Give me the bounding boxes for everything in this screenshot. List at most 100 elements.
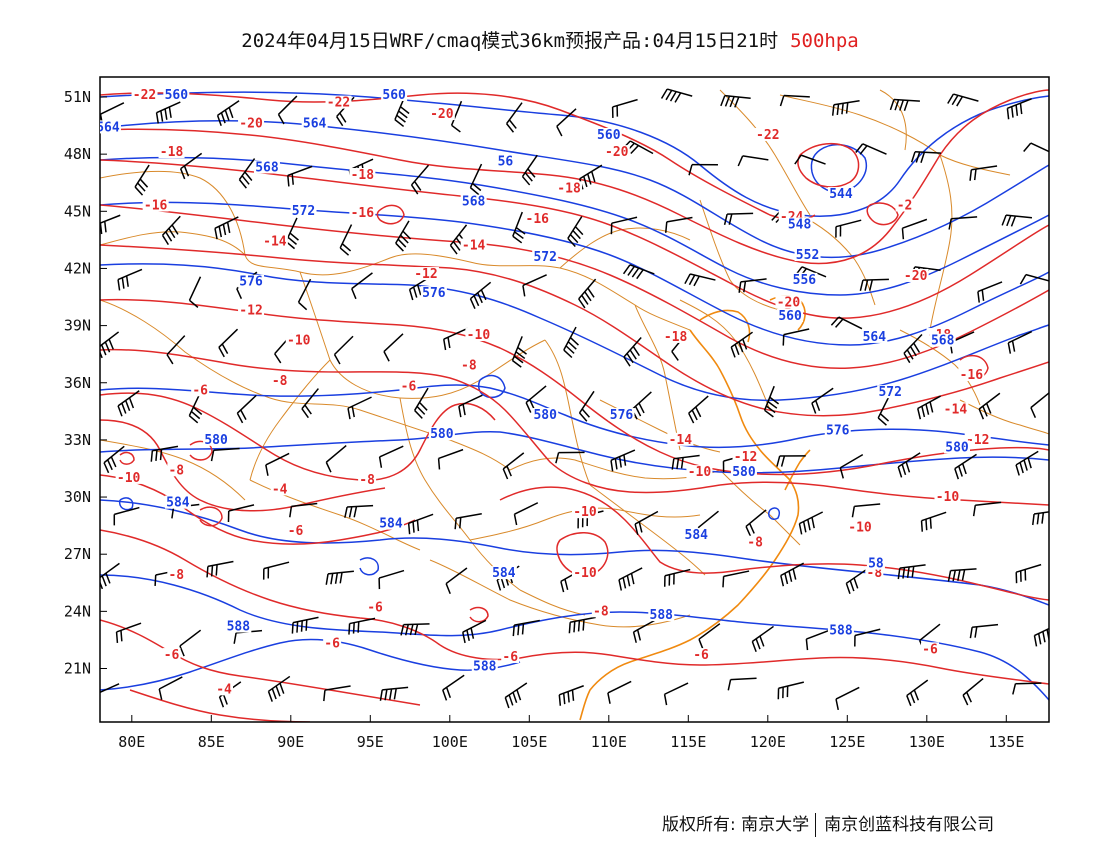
temperature-contour-label: -10 bbox=[848, 520, 872, 535]
wind-barb bbox=[947, 568, 977, 582]
temperature-contour-label-bg bbox=[286, 524, 305, 538]
height-contour-label: 580 bbox=[430, 427, 454, 442]
wind-barb bbox=[780, 562, 805, 587]
height-contour-label: 580 bbox=[533, 408, 557, 423]
temperature-contour-label-bg bbox=[460, 238, 487, 252]
wind-barb bbox=[634, 510, 659, 535]
wind-barb bbox=[100, 683, 120, 694]
wind-barb bbox=[1033, 627, 1049, 647]
height-contour-label-bg bbox=[866, 556, 885, 570]
height-contour-label: 568 bbox=[462, 195, 486, 210]
height-contour-label: 560 bbox=[165, 88, 189, 103]
height-contour-label: 560 bbox=[382, 88, 406, 103]
lon-label: 120E bbox=[750, 733, 786, 751]
height-contour-label: 556 bbox=[793, 273, 817, 288]
wind-barb bbox=[265, 452, 290, 476]
wind-barb bbox=[727, 677, 757, 691]
temperature-contour-label-bg bbox=[325, 95, 352, 109]
temperature-contour-label: -18 bbox=[557, 181, 581, 196]
wind-barb bbox=[556, 108, 577, 137]
wind-barb bbox=[660, 88, 693, 103]
height-contour-label: 588 bbox=[650, 608, 674, 623]
wind-barb bbox=[115, 622, 142, 643]
wind-barb bbox=[610, 216, 638, 235]
temperature-contour-label-bg bbox=[238, 116, 265, 130]
wind-barb bbox=[155, 101, 181, 124]
lon-label: 130E bbox=[909, 733, 945, 751]
wind-barb bbox=[410, 164, 430, 195]
temperature-contour-label-bg bbox=[692, 648, 711, 662]
height-contour-label-bg bbox=[532, 249, 559, 263]
wind-barb bbox=[277, 95, 298, 125]
temperature-contour-label-bg bbox=[366, 600, 385, 614]
wind-barb bbox=[632, 618, 657, 643]
height-contour-label: 564 bbox=[863, 330, 887, 345]
wind-barb bbox=[458, 394, 483, 418]
lon-label: 105E bbox=[511, 733, 547, 751]
height-contour-label: 580 bbox=[204, 433, 228, 448]
wind-barb bbox=[287, 165, 313, 187]
wind-barb bbox=[854, 628, 881, 647]
temperature-contour-label: -12 bbox=[734, 450, 757, 465]
wind-barb bbox=[262, 561, 290, 580]
map-frame bbox=[99, 76, 1050, 723]
wind-barb bbox=[610, 449, 636, 472]
temperature-contour-label: -16 bbox=[351, 206, 375, 221]
temperature-contour-label-bg bbox=[556, 181, 583, 195]
wind-barb bbox=[745, 509, 767, 537]
wind-barb bbox=[511, 336, 527, 368]
lat-label: 24N bbox=[64, 602, 91, 620]
wind-barb bbox=[113, 506, 140, 526]
height-contour-label: 584 bbox=[379, 517, 403, 532]
wind-barb bbox=[1032, 511, 1049, 526]
temperature-contour-label: -6 bbox=[192, 383, 208, 398]
lon-label: 115E bbox=[670, 733, 706, 751]
wind-barb bbox=[267, 675, 291, 702]
height-contour-label-bg bbox=[824, 423, 851, 437]
wind-barb bbox=[972, 501, 1002, 517]
temperature-contour-label: -8 bbox=[867, 566, 883, 581]
lat-label: 45N bbox=[64, 202, 91, 220]
wind-barb bbox=[442, 674, 465, 701]
wind-barb bbox=[179, 152, 203, 180]
temperature-contour-label: -16 bbox=[526, 212, 550, 227]
wind-barb bbox=[555, 451, 585, 464]
lat-label: 42N bbox=[64, 259, 91, 277]
wind-barb bbox=[502, 452, 525, 480]
wind-barb bbox=[671, 454, 700, 470]
wind-barb bbox=[469, 281, 492, 310]
height-contour-label-bg bbox=[490, 566, 517, 580]
temperature-contour-label-bg bbox=[662, 329, 689, 343]
wind-barb bbox=[877, 394, 891, 426]
lat-label: 36N bbox=[64, 374, 91, 392]
lon-label: 95E bbox=[357, 733, 384, 751]
wind-barb bbox=[851, 503, 881, 518]
temperature-contour-label-bg bbox=[142, 198, 169, 212]
wind-barb bbox=[839, 453, 864, 479]
wind-barb bbox=[206, 560, 234, 578]
height-contour-label-bg bbox=[794, 248, 821, 262]
wind-barb bbox=[301, 388, 319, 419]
temperature-contour-label: -20 bbox=[605, 145, 629, 160]
height-contour-label: 548 bbox=[788, 218, 812, 233]
wind-barb bbox=[188, 276, 202, 308]
wind-barb bbox=[805, 629, 831, 651]
wind-barb bbox=[395, 220, 412, 252]
lat-label: 21N bbox=[64, 660, 91, 678]
temperature-contour-label: -6 bbox=[164, 648, 180, 663]
wind-barb bbox=[579, 164, 603, 190]
wind-barb bbox=[962, 677, 984, 706]
wind-barb bbox=[835, 686, 860, 711]
wind-barb bbox=[831, 100, 860, 116]
wind-barb bbox=[631, 391, 652, 420]
height-contour-label-bg bbox=[100, 120, 121, 134]
wind-barb bbox=[512, 619, 540, 637]
temperature-contour-label: -6 bbox=[401, 379, 417, 394]
height-contour-label-bg bbox=[827, 187, 854, 201]
wind-barb bbox=[378, 569, 405, 590]
wind-barb bbox=[688, 395, 709, 424]
temperature-contour-label-bg bbox=[571, 505, 598, 519]
wind-barb bbox=[378, 445, 404, 468]
copyright-owner: 版权所有: 南京大学 bbox=[662, 815, 810, 835]
wind-barb bbox=[663, 682, 689, 706]
